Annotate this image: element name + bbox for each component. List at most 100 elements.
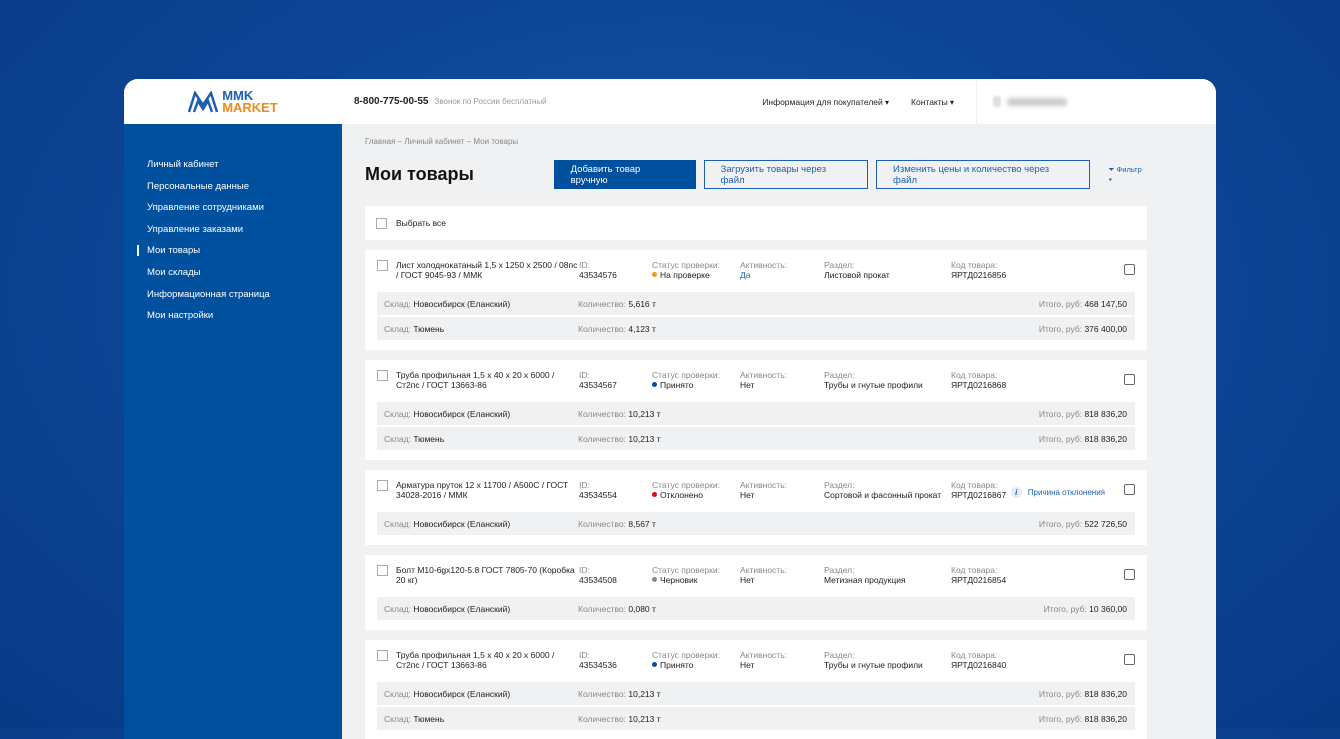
warehouse-row: Склад: Тюмень Количество: 10,213 т Итого… bbox=[377, 427, 1135, 450]
activity-value: Нет bbox=[740, 380, 755, 390]
product-checkbox[interactable] bbox=[377, 260, 388, 271]
qty-label: Количество: bbox=[578, 603, 627, 614]
filter-label: Фильтр bbox=[1116, 164, 1142, 174]
code-label: Код товара: bbox=[951, 260, 998, 270]
edit-icon[interactable] bbox=[1124, 569, 1135, 580]
qty-label: Количество: bbox=[578, 518, 627, 529]
activity-label: Активность: bbox=[740, 480, 787, 490]
warehouse-label: Склад: bbox=[384, 298, 411, 309]
edit-icon[interactable] bbox=[1124, 484, 1135, 495]
status-value: На проверке bbox=[660, 270, 710, 280]
sidebar-item[interactable]: Мои товары bbox=[124, 244, 342, 266]
select-all-checkbox[interactable] bbox=[376, 217, 387, 229]
qty-value: 10,213 т bbox=[628, 408, 661, 419]
user-name-blurred bbox=[1007, 97, 1067, 106]
sidebar-item[interactable]: Управление сотрудниками bbox=[147, 202, 264, 214]
phone-number[interactable]: 8-800-775-00-55 bbox=[354, 96, 429, 107]
sidebar-item[interactable]: Мои настройки bbox=[147, 310, 214, 322]
qty-value: 10,213 т bbox=[628, 688, 661, 699]
warehouse-row: Склад: Новосибирск (Еланский) Количество… bbox=[377, 597, 1135, 620]
page-title: Мои товары bbox=[365, 164, 474, 184]
sidebar-item[interactable]: Управление заказами bbox=[147, 223, 244, 235]
code-value: ЯРТД0216867 bbox=[951, 490, 1007, 500]
section-value: Трубы и гнутые профили bbox=[824, 380, 923, 390]
product-title[interactable]: Болт М10-6gx120-5.8 ГОСТ 7805-70 (Коробк… bbox=[396, 565, 575, 585]
logo[interactable]: MMK MARKET bbox=[124, 79, 342, 124]
product-title[interactable]: Труба профильная 1,5 x 40 x 20 x 6000 / … bbox=[396, 650, 555, 670]
warehouse-label: Склад: bbox=[384, 688, 411, 699]
warehouse-label: Склад: bbox=[384, 323, 411, 334]
edit-icon[interactable] bbox=[1124, 264, 1135, 275]
qty-label: Количество: bbox=[578, 713, 627, 724]
qty-value: 5,616 т bbox=[628, 298, 656, 309]
warehouse-name: Новосибирск (Еланский) bbox=[413, 688, 511, 699]
status-value: Принято bbox=[660, 660, 694, 670]
total-value: 818 836,20 bbox=[1084, 433, 1127, 444]
qty-label: Количество: bbox=[578, 298, 627, 309]
sidebar: Личный кабинет Персональные данные Управле… bbox=[124, 124, 342, 739]
warehouse-row: Склад: Новосибирск (Еланский) Количество… bbox=[377, 512, 1135, 535]
product-checkbox[interactable] bbox=[377, 480, 388, 491]
total-value: 522 726,50 bbox=[1084, 518, 1127, 529]
status-value: Отклонено bbox=[660, 490, 703, 500]
total-label: Итого, руб: bbox=[1038, 298, 1083, 309]
product-checkbox[interactable] bbox=[377, 370, 388, 381]
user-icon bbox=[993, 96, 1001, 107]
section-label: Раздел: bbox=[824, 480, 855, 490]
activity-label: Активность: bbox=[740, 565, 787, 575]
sidebar-item[interactable]: Мои склады bbox=[147, 266, 201, 278]
top-header: MMK MARKET 8-800-775-00-55 Звонок по Росс… bbox=[124, 79, 1216, 124]
filter-icon: ⏷ bbox=[1108, 164, 1117, 174]
sidebar-item[interactable]: Личный кабинет bbox=[147, 159, 219, 170]
warehouse-label: Склад: bbox=[384, 713, 411, 724]
warehouse-label: Склад: bbox=[384, 603, 411, 614]
total-label: Итого, руб: bbox=[1038, 713, 1083, 724]
activity-value[interactable]: Да bbox=[740, 270, 751, 280]
rejection-reason-link[interactable]: i Причина отклонения bbox=[1010, 487, 1105, 498]
product-id: 43534554 bbox=[579, 490, 617, 500]
section-label: Раздел: bbox=[824, 260, 855, 270]
product-title[interactable]: Лист холоднокатаный 1,5 x 1250 x 2500 / … bbox=[396, 260, 578, 280]
product-list: Лист холоднокатаный 1,5 x 1250 x 2500 / … bbox=[365, 250, 1147, 739]
code-label: Код товара: bbox=[951, 370, 998, 380]
status-value: Принято bbox=[660, 380, 694, 390]
status-label: Статус проверки: bbox=[652, 370, 720, 380]
warehouse-name: Тюмень bbox=[413, 433, 445, 444]
activity-label: Активность: bbox=[740, 260, 787, 270]
total-value: 818 836,20 bbox=[1084, 713, 1127, 724]
status-value: Черновик bbox=[660, 575, 698, 585]
product-card: Труба профильная 1,5 x 40 x 20 x 6000 / … bbox=[365, 360, 1147, 460]
status-label: Статус проверки: bbox=[652, 565, 720, 575]
edit-icon[interactable] bbox=[1124, 654, 1135, 665]
product-checkbox[interactable] bbox=[377, 565, 388, 576]
total-label: Итого, руб: bbox=[1038, 323, 1083, 334]
add-product-button[interactable]: Добавить товар вручную bbox=[553, 160, 696, 189]
upload-file-button[interactable]: Загрузить товары через файл bbox=[703, 160, 869, 189]
filter-button[interactable]: ⏷ Фильтр ▾ bbox=[1108, 164, 1142, 184]
qty-value: 4,123 т bbox=[628, 323, 656, 334]
mmk-logo-icon bbox=[188, 90, 219, 112]
nav-contacts[interactable]: Контакты bbox=[911, 97, 954, 107]
product-title[interactable]: Арматура пруток 12 x 11700 / А500С / ГОС… bbox=[396, 480, 569, 500]
nav-buyer-info[interactable]: Информация для покупателей bbox=[762, 97, 889, 107]
phone-note: Звонок по России бесплатный bbox=[434, 97, 547, 106]
update-prices-button[interactable]: Изменить цены и количество через файл bbox=[876, 160, 1091, 189]
product-title[interactable]: Труба профильная 1,5 x 40 x 20 x 6000 / … bbox=[396, 370, 555, 390]
product-card: Болт М10-6gx120-5.8 ГОСТ 7805-70 (Коробк… bbox=[365, 555, 1147, 630]
status-dot-icon bbox=[652, 492, 657, 497]
sidebar-item[interactable]: Персональные данные bbox=[147, 180, 249, 192]
product-card: Арматура пруток 12 x 11700 / А500С / ГОС… bbox=[365, 470, 1147, 545]
logo-text-top: MMK bbox=[222, 87, 254, 103]
logo-text-bottom: MARKET bbox=[222, 99, 278, 115]
activity-value: Нет bbox=[740, 575, 755, 585]
sidebar-item[interactable]: Информационная страница bbox=[147, 288, 270, 300]
warehouse-name: Тюмень bbox=[413, 713, 445, 724]
edit-icon[interactable] bbox=[1124, 374, 1135, 385]
status-dot-icon bbox=[652, 272, 657, 277]
product-card: Лист холоднокатаный 1,5 x 1250 x 2500 / … bbox=[365, 250, 1147, 350]
product-id: 43534567 bbox=[579, 380, 617, 390]
product-checkbox[interactable] bbox=[377, 650, 388, 661]
code-label: Код товара: bbox=[951, 650, 998, 660]
user-menu[interactable] bbox=[976, 79, 1216, 124]
product-card: Труба профильная 1,5 x 40 x 20 x 6000 / … bbox=[365, 640, 1147, 739]
